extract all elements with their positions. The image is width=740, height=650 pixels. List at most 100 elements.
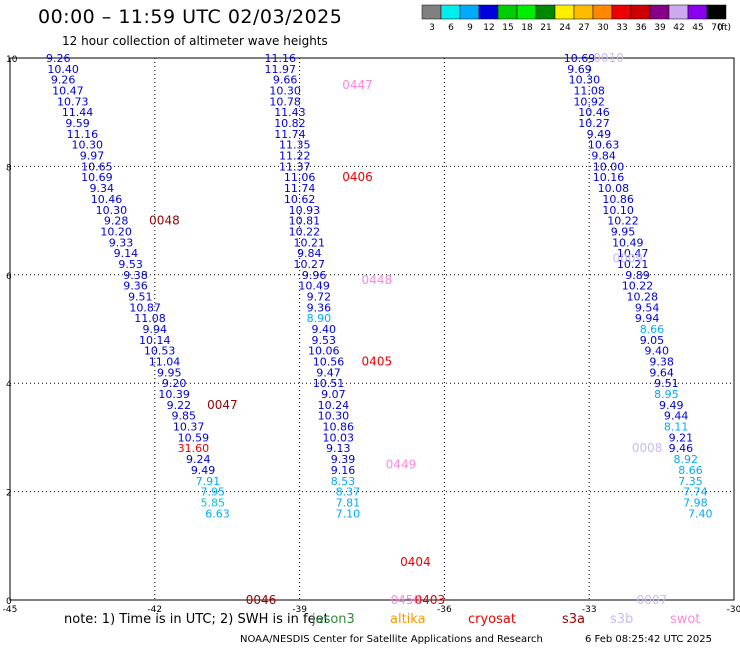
- wave-height-label: 9.96: [302, 269, 327, 282]
- wave-height-label: 8.92: [673, 453, 698, 466]
- pass-time-label: 0403: [415, 593, 446, 607]
- colorbar-swatch: [687, 4, 708, 20]
- colorbar-tick: 24: [559, 23, 571, 33]
- wave-height-label: 10.00: [593, 160, 625, 173]
- colorbar-swatch: [497, 4, 518, 20]
- wave-height-label: 7.81: [336, 496, 361, 509]
- colorbar-tick: 21: [540, 23, 551, 33]
- colorbar-swatch: [478, 4, 499, 20]
- wave-height-label: 9.38: [123, 269, 148, 282]
- wave-height-label: 9.34: [89, 182, 114, 195]
- wave-height-label: 8.95: [654, 388, 679, 401]
- wave-height-label: 31.60: [178, 442, 210, 455]
- pass-time-label: 0447: [342, 78, 373, 92]
- wave-height-label: 9.36: [307, 301, 332, 314]
- wave-height-label: 10.78: [269, 95, 301, 108]
- wave-height-label: 10.21: [617, 258, 649, 271]
- wave-height-label: 10.59: [178, 431, 210, 444]
- wave-height-label: 7.95: [200, 486, 225, 499]
- wave-height-label: 9.44: [664, 410, 689, 423]
- chart-title: 00:00 – 11:59 UTC 02/03/2025: [38, 6, 343, 28]
- wave-height-label: 10.24: [318, 399, 350, 412]
- wave-height-label: 10.16: [593, 171, 625, 184]
- wave-height-label: 10.81: [289, 215, 321, 228]
- x-tick-label: -36: [437, 605, 452, 615]
- wave-height-label: 9.05: [640, 334, 665, 347]
- wave-height-label: 11.16: [265, 52, 297, 65]
- generated-timestamp: 6 Feb 08:25:42 UTC 2025: [585, 634, 712, 645]
- colorbar-unit: (ft): [717, 23, 731, 33]
- colorbar-swatch: [592, 4, 613, 20]
- wave-height-label: 10.86: [602, 193, 634, 206]
- wave-height-label: 6.63: [205, 507, 230, 520]
- wave-height-label: 5.85: [200, 496, 225, 509]
- colorbar-tick: 18: [521, 23, 533, 33]
- wave-height-label: 8.37: [336, 486, 361, 499]
- footnote: note: 1) Time is in UTC; 2) SWH is in fe…: [64, 612, 329, 627]
- wave-height-label: 10.14: [139, 334, 171, 347]
- colorbar-swatch: [573, 4, 594, 20]
- colorbar-swatch: [554, 4, 575, 20]
- pass-time-label: 0048: [149, 214, 180, 228]
- colorbar-tick: 27: [578, 23, 589, 33]
- y-tick-label: 8: [6, 163, 12, 173]
- colorbar-tick: 39: [654, 23, 666, 33]
- wave-height-label: 10.20: [100, 225, 132, 238]
- wave-height-label: 10.30: [96, 204, 128, 217]
- pass-time-label: 0450: [391, 593, 422, 607]
- wave-height-label: 10.56: [313, 356, 345, 369]
- x-tick-label: -45: [3, 605, 18, 615]
- legend-cryosat: cryosat: [468, 612, 516, 627]
- wave-height-label: 10.22: [622, 280, 654, 293]
- colorbar-swatch: [668, 4, 689, 20]
- pass-time-label: 0047: [207, 398, 238, 412]
- wave-height-label: 9.16: [331, 464, 356, 477]
- colorbar-swatch: [535, 4, 556, 20]
- colorbar-tick: 12: [483, 23, 494, 33]
- wave-height-label: 10.62: [284, 193, 316, 206]
- y-tick-label: 10: [6, 55, 18, 65]
- wave-height-label: 9.53: [118, 258, 143, 271]
- wave-height-label: 11.43: [274, 106, 306, 119]
- wave-height-label: 7.35: [678, 475, 703, 488]
- wave-height-label: 10.82: [274, 117, 306, 130]
- wave-height-label: 10.49: [612, 236, 644, 249]
- wave-height-label: 11.22: [279, 150, 311, 163]
- wave-height-label: 10.47: [52, 85, 84, 98]
- chart-subtitle: 12 hour collection of altimeter wave hei…: [62, 34, 328, 48]
- wave-height-label: 11.16: [67, 128, 99, 141]
- wave-height-label: 9.84: [297, 247, 322, 260]
- wave-height-label: 9.38: [649, 356, 674, 369]
- wave-height-label: 8.11: [664, 421, 689, 434]
- wave-height-label: 10.06: [308, 345, 340, 358]
- wave-height-label: 9.49: [587, 128, 612, 141]
- wave-height-label: 9.94: [635, 312, 660, 325]
- pass-time-label: 0008: [632, 441, 663, 455]
- wave-height-label: 9.94: [143, 323, 168, 336]
- wave-height-label: 10.53: [144, 345, 176, 358]
- wave-height-label: 8.66: [640, 323, 665, 336]
- wave-height-label: 8.53: [331, 475, 356, 488]
- colorbar-tick: 33: [616, 23, 627, 33]
- pass-time-label: 0009: [613, 252, 644, 266]
- wave-height-label: 10.49: [298, 280, 330, 293]
- legend-s3a: s3a: [562, 612, 586, 627]
- legend-jason3: jason3: [312, 612, 355, 627]
- wave-height-label: 10.10: [602, 204, 634, 217]
- colorbar-swatch: [459, 4, 480, 20]
- wave-height-label: 10.22: [607, 215, 639, 228]
- wave-height-label: 11.74: [274, 128, 306, 141]
- plot-frame: [9, 57, 735, 601]
- wave-height-label: 7.91: [196, 475, 221, 488]
- colorbar-tick: 42: [673, 23, 684, 33]
- wave-height-label: 10.27: [294, 258, 326, 271]
- colorbar-tick: 30: [597, 23, 609, 33]
- wave-height-label: 7.74: [683, 486, 708, 499]
- wave-height-label: 9.39: [331, 453, 356, 466]
- wave-height-label: 7.10: [336, 507, 361, 520]
- wave-height-label: 11.97: [265, 63, 297, 76]
- wave-height-label: 9.59: [65, 117, 90, 130]
- wave-height-label: 10.30: [269, 85, 301, 98]
- wave-height-label: 9.36: [123, 280, 148, 293]
